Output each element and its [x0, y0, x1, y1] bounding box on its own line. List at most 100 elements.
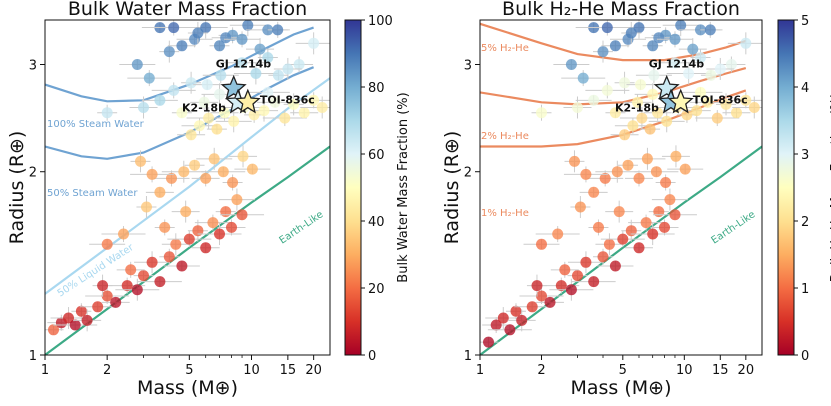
y-tick-label: 3 [29, 59, 37, 74]
x-tick-label: 15 [712, 363, 729, 378]
planet-point [220, 32, 232, 44]
x-tick-label: 15 [280, 363, 297, 378]
plot-area [45, 20, 330, 355]
planet-point [75, 305, 87, 317]
planet-point [702, 96, 714, 108]
planet-points [45, 20, 330, 336]
planet-point [531, 280, 543, 292]
star-label: TOI-836c [260, 93, 315, 106]
y-tick-label: 1 [464, 349, 472, 364]
planet-point [580, 256, 592, 268]
planet-point [622, 159, 634, 171]
planet-point [176, 107, 188, 119]
colorbar-label: Bulk H₂-He Mass Fraction (%) [829, 93, 831, 282]
planet-point [272, 24, 284, 36]
planet-point [272, 69, 284, 81]
planet-point [258, 105, 270, 117]
planet-point [574, 201, 586, 213]
model-curve [480, 67, 747, 106]
y-axis-label: Radius (R⊕) [6, 131, 28, 245]
star-label: K2-18b [182, 101, 226, 114]
planet-point [661, 115, 673, 127]
planet-point [593, 221, 604, 233]
planet-point [279, 112, 291, 124]
planet-point [101, 107, 113, 119]
planet-point [214, 228, 225, 240]
planet-point [298, 107, 310, 119]
planet-point [572, 270, 583, 282]
planet-point [720, 98, 732, 110]
planet-point [214, 88, 225, 100]
planet-point [601, 84, 613, 96]
planet-point [497, 312, 509, 324]
planet-point [647, 40, 659, 52]
planet-point [97, 280, 109, 292]
planet-point [183, 233, 195, 245]
planet-point [636, 112, 648, 124]
planet-point [282, 63, 294, 75]
planet-point [536, 238, 547, 250]
planet-point [189, 159, 201, 171]
planet-point [168, 22, 180, 34]
planet-point [69, 319, 81, 331]
star-label: GJ 1214b [649, 57, 705, 70]
planet-point [217, 166, 229, 178]
x-tick-label: 1 [41, 363, 49, 378]
planet-point [176, 40, 188, 52]
x-tick-label: 20 [738, 363, 755, 378]
x-axis-label: Mass (M⊕) [570, 377, 671, 399]
planet-point [168, 84, 180, 96]
planet-point [687, 43, 699, 55]
planet-point [599, 172, 611, 184]
planet-point [748, 102, 760, 113]
x-tick-label: 10 [243, 363, 260, 378]
planet-point [597, 46, 609, 58]
planet-point [565, 284, 577, 296]
planet-point [200, 242, 212, 254]
planet-point [650, 166, 662, 178]
planet-point [269, 96, 281, 108]
planet-point [565, 59, 577, 70]
planet-point [118, 228, 129, 240]
planet-point [200, 172, 212, 184]
planet-point [633, 242, 645, 254]
planet-point [714, 63, 726, 75]
planet-point [613, 206, 625, 218]
planet-point [569, 155, 580, 167]
planet-point [163, 251, 175, 263]
planet-point [48, 324, 59, 336]
planet-point [176, 260, 188, 272]
planet-point [504, 324, 516, 336]
y-axis-label: Radius (R⊕) [441, 131, 463, 245]
colorbar-tick-label: 5 [801, 14, 809, 29]
planet-point [203, 112, 215, 124]
planet-point [110, 296, 122, 308]
planet-point [141, 201, 152, 213]
planet-point [544, 296, 556, 308]
planet-point [242, 20, 254, 31]
planet-point [250, 68, 262, 79]
planet-point [138, 102, 149, 113]
planet-point [640, 217, 652, 229]
planet-point [237, 150, 249, 162]
planet-point [154, 276, 166, 288]
planet-point [170, 238, 182, 250]
planet-point [588, 186, 600, 198]
colorbar-tick-label: 100 [368, 14, 393, 29]
planet-point [653, 32, 665, 44]
planet-point [131, 59, 143, 70]
colorbar-tick-label: 80 [368, 81, 385, 96]
planet-point [559, 264, 571, 276]
planet-point [536, 290, 547, 302]
axes-frame [44, 19, 331, 356]
planet-point [236, 57, 248, 69]
planet-point [178, 166, 190, 178]
planet-point [228, 115, 240, 127]
highlight-star [220, 74, 247, 100]
planet-point [219, 107, 230, 119]
planet-point [625, 27, 637, 39]
planet-point [154, 186, 166, 198]
planet-point [101, 238, 113, 250]
planet-point [627, 120, 639, 132]
curve-label: Earth-Like [710, 209, 758, 246]
